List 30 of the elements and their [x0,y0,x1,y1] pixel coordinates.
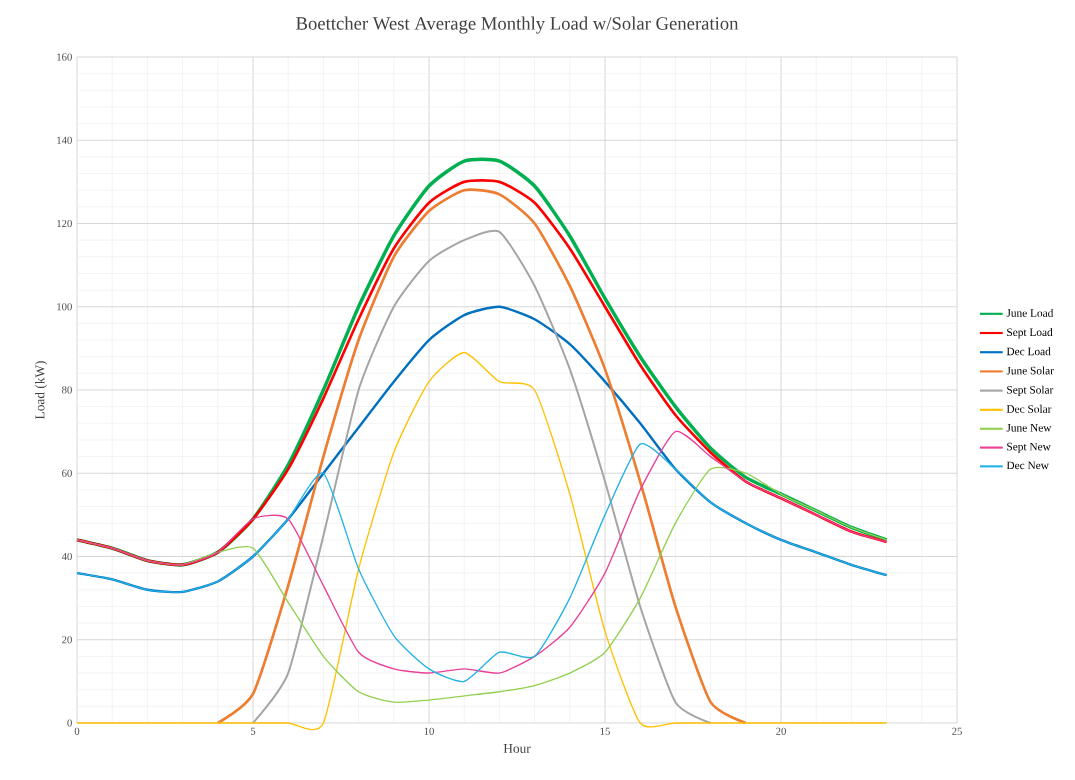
legend-label: June Solar [1006,366,1054,375]
line-series [252,230,712,724]
y-tick-label: 120 [57,219,72,228]
legend-label: Dec New [1006,461,1049,470]
line-series [75,305,888,594]
x-tick-label: 5 [250,727,256,735]
y-tick-label: 0 [67,719,72,727]
x-tick-label: 10 [424,727,434,735]
y-tick-label: 40 [61,552,72,561]
legend-label: June Load [1006,308,1054,317]
y-tick-label: 60 [62,469,72,477]
line-series [216,188,748,725]
y-tick-label: 100 [57,303,72,311]
x-tick-label: 20 [776,727,786,735]
chart-title: Boettcher West Average Monthly Load w/Solar Generation [296,16,739,34]
legend-label: Dec Load [1006,347,1051,356]
legend-label: Sept New [1007,442,1051,453]
legend-label: June New [1006,424,1052,432]
y-tick-label: 140 [57,136,72,144]
y-tick-label: 80 [62,386,72,394]
y-tick-label: 160 [57,53,72,61]
y-axis-title: Load (kW) [35,361,48,420]
x-tick-label: 0 [74,727,80,735]
x-tick-label: 15 [600,727,610,735]
legend-label: Sept Solar [1007,385,1054,396]
legend-label: Sept Load [1007,328,1053,339]
legend-label: Dec Solar [1006,404,1052,413]
y-tick-label: 20 [62,636,72,644]
x-axis-title: Hour [503,744,531,753]
x-tick-label: 25 [952,727,962,735]
